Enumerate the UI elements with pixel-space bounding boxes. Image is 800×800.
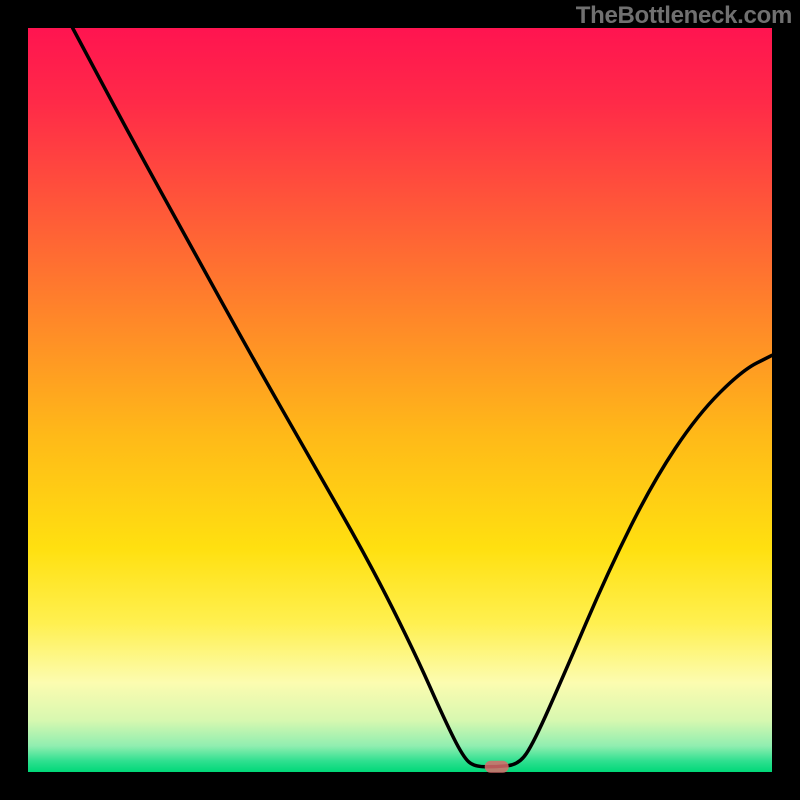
watermark-text: TheBottleneck.com <box>576 2 792 30</box>
optimum-marker <box>485 761 509 773</box>
chart-container: TheBottleneck.com <box>0 0 800 800</box>
plot-gradient-background <box>28 28 772 772</box>
bottleneck-chart <box>0 0 800 800</box>
